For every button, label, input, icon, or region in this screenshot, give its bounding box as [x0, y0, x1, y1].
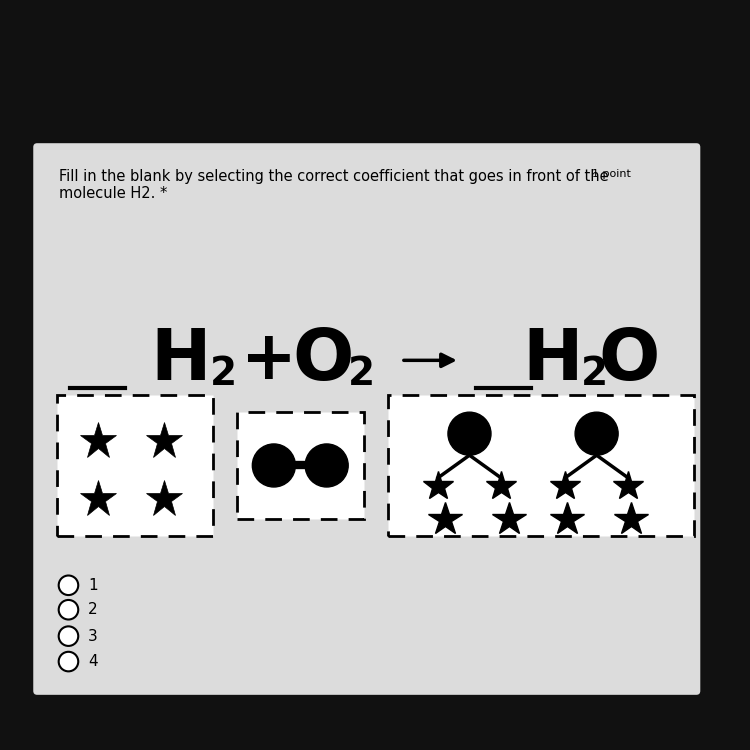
Circle shape: [575, 413, 618, 455]
Text: 2: 2: [88, 602, 98, 617]
Circle shape: [305, 444, 348, 487]
Bar: [57, 394, 213, 536]
Circle shape: [448, 413, 491, 455]
Text: Fill in the blank by selecting the correct coefficient that goes in front of the: Fill in the blank by selecting the corre…: [58, 169, 608, 184]
Circle shape: [252, 444, 296, 487]
Circle shape: [58, 575, 78, 595]
Bar: [237, 413, 364, 519]
Circle shape: [58, 652, 78, 671]
Circle shape: [58, 626, 78, 646]
Text: H: H: [522, 326, 583, 394]
Text: 1 point: 1 point: [592, 169, 631, 178]
FancyBboxPatch shape: [33, 143, 700, 695]
Text: O: O: [598, 326, 659, 394]
Bar: [388, 394, 694, 536]
Circle shape: [58, 600, 78, 619]
Text: 2: 2: [581, 355, 608, 393]
Text: 2: 2: [209, 355, 236, 393]
Text: molecule H2. *: molecule H2. *: [58, 186, 167, 201]
Text: 3: 3: [88, 628, 98, 644]
Text: O: O: [292, 326, 353, 394]
Text: 4: 4: [88, 654, 98, 669]
Text: 1: 1: [88, 578, 98, 592]
Text: H: H: [151, 326, 211, 394]
Text: +: +: [241, 327, 297, 393]
Text: 2: 2: [348, 355, 376, 393]
